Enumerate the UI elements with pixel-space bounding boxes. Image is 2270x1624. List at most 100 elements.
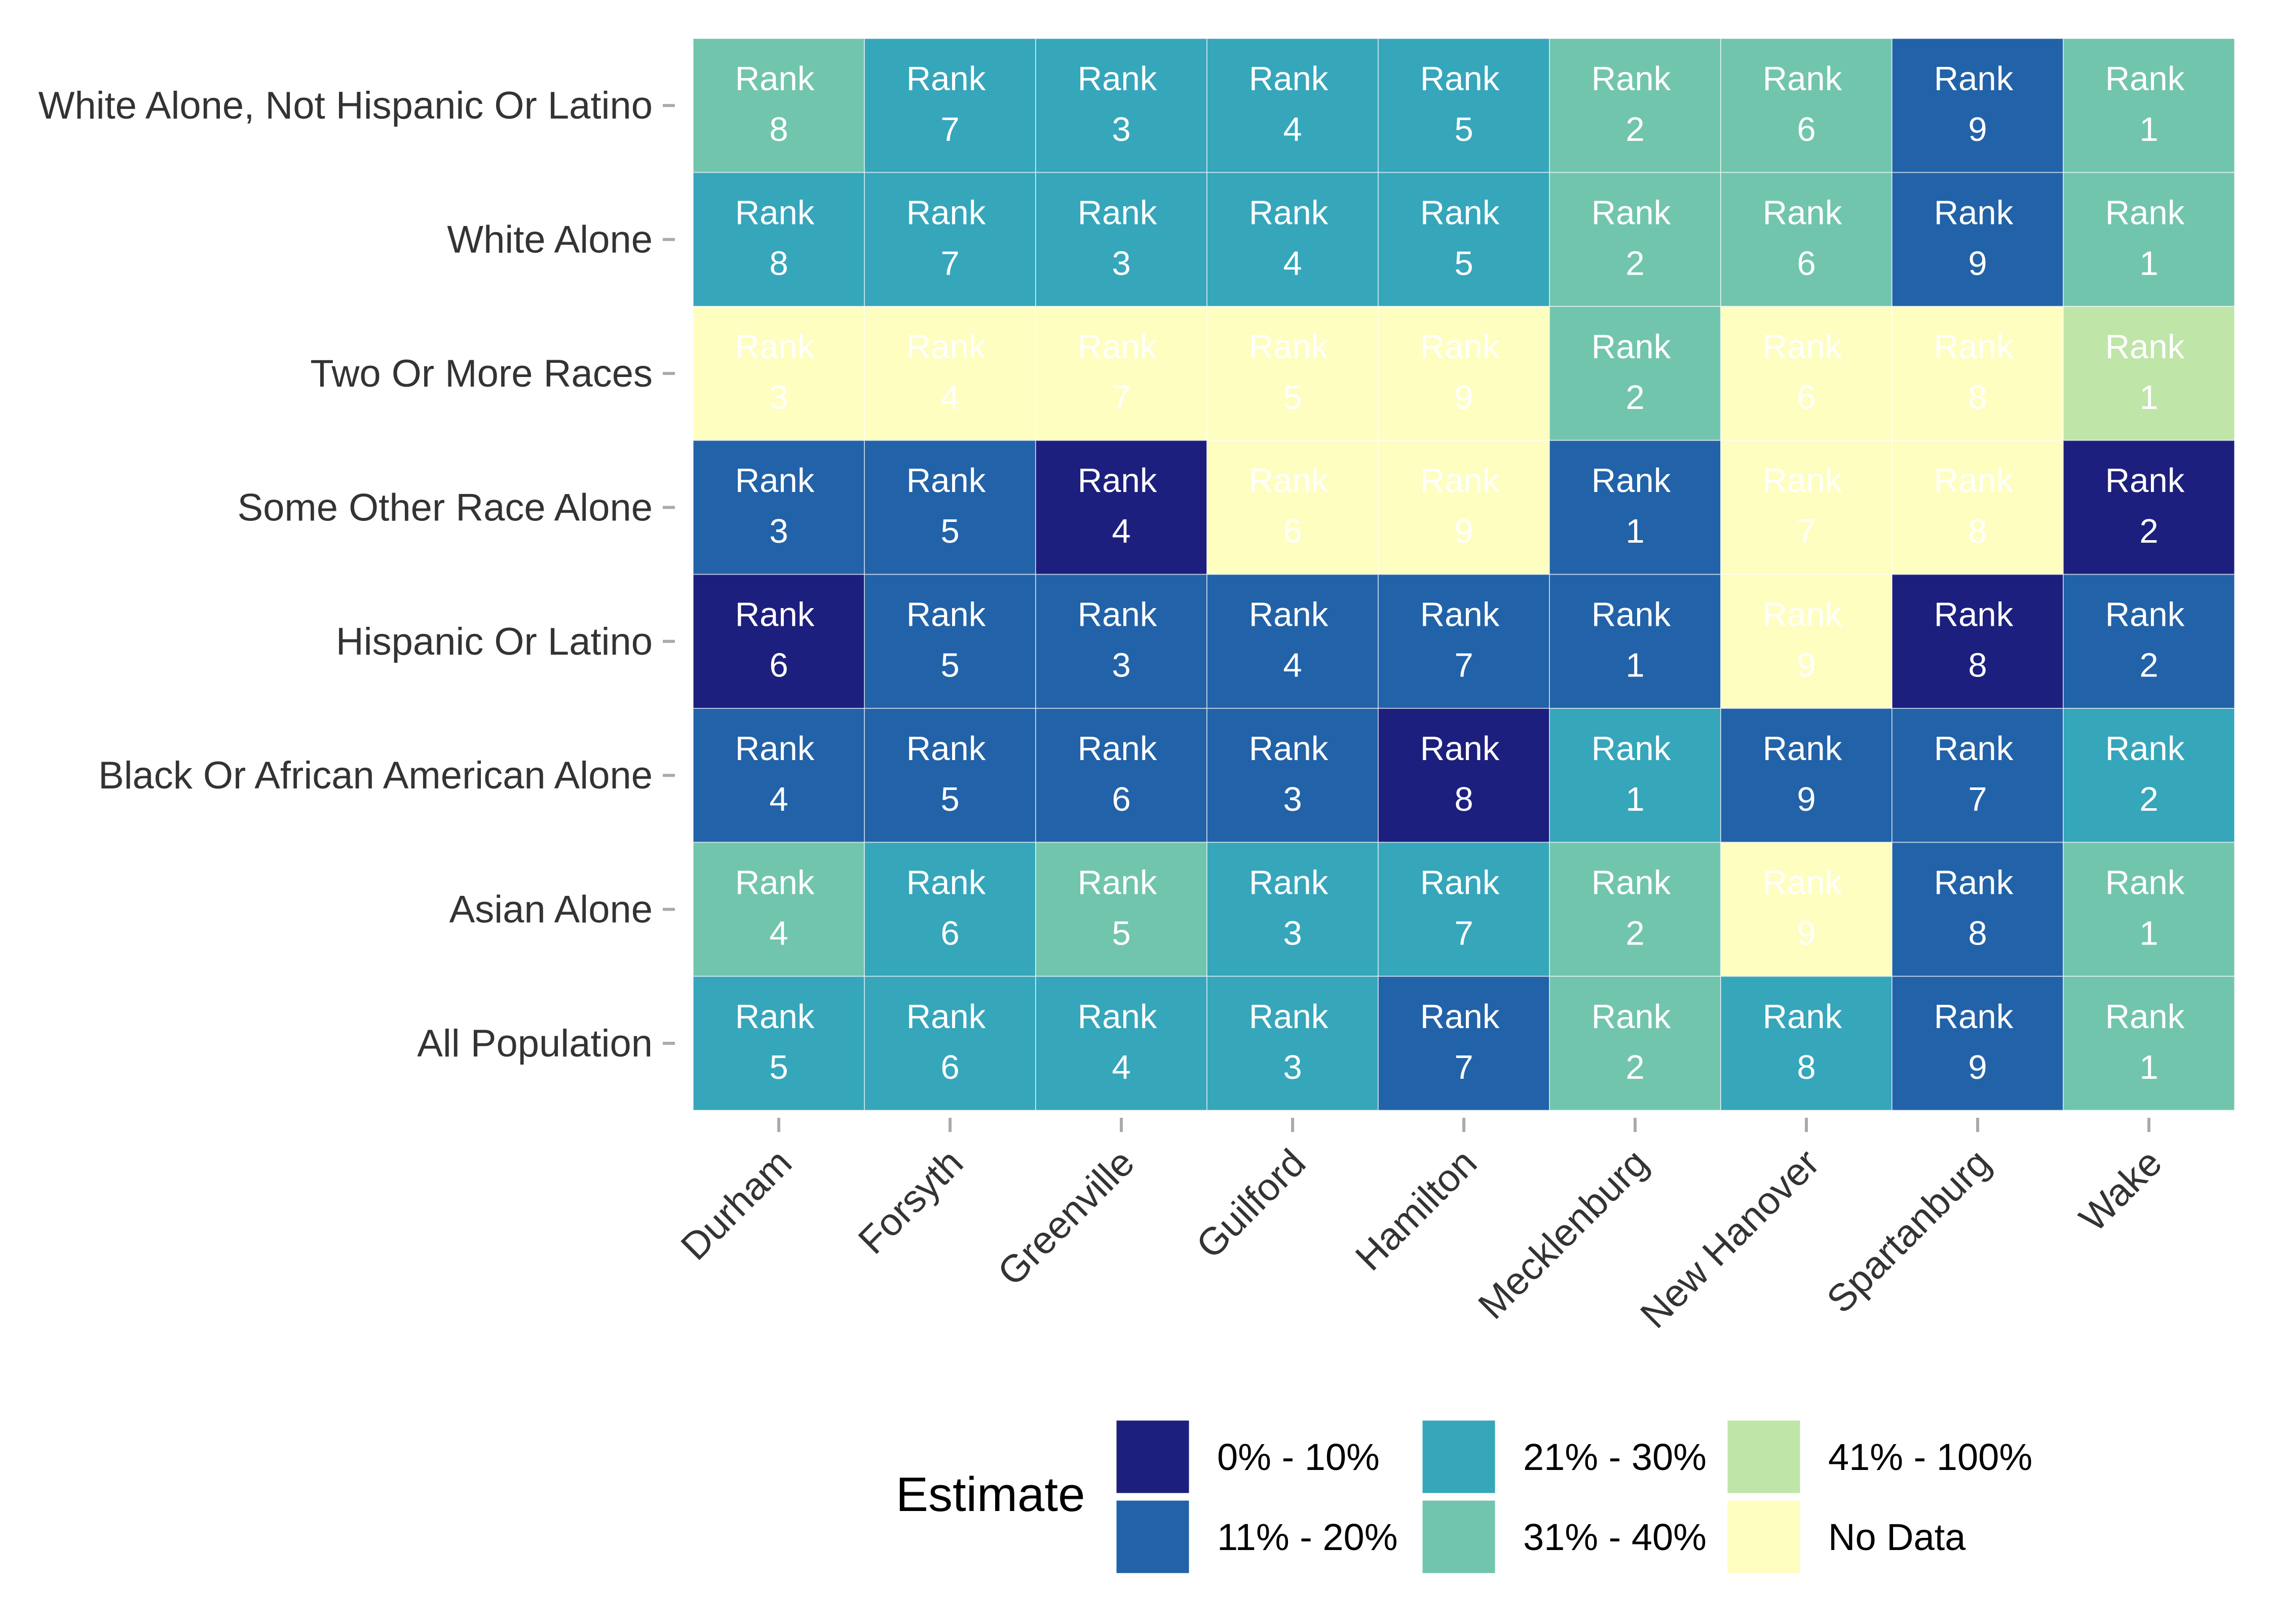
cell-label-prefix: Rank (1934, 863, 2014, 901)
heatmap-cell (693, 306, 865, 441)
cell-label-prefix: Rank (1934, 60, 2014, 98)
legend-title: Estimate (896, 1467, 1085, 1522)
cell-rank-value: 6 (1112, 780, 1130, 818)
y-tick-label: Hispanic Or Latino (336, 620, 653, 663)
cell-rank-value: 1 (2139, 379, 2158, 417)
cell-rank-value: 7 (1112, 379, 1130, 417)
cell-rank-value: 8 (1968, 379, 1987, 417)
cell-rank-value: 3 (1283, 780, 1302, 818)
heatmap-cell (1035, 842, 1207, 977)
cell-rank-value: 3 (1112, 110, 1130, 148)
legend-swatch (1726, 1419, 1802, 1495)
cell-label-prefix: Rank (1592, 60, 1671, 98)
x-tick-label: Mecklenburg (1470, 1141, 1656, 1328)
cell-label-prefix: Rank (2105, 462, 2185, 500)
heatmap-cell (1720, 440, 1893, 575)
cell-rank-value: 3 (1112, 647, 1130, 685)
cell-rank-value: 7 (1454, 647, 1473, 685)
cell-rank-value: 2 (1625, 914, 1644, 952)
legend-swatch (1421, 1499, 1497, 1575)
cell-rank-value: 4 (1283, 110, 1302, 148)
cell-rank-value: 6 (1797, 110, 1815, 148)
cell-label-prefix: Rank (1420, 462, 1500, 500)
cell-rank-value: 1 (1625, 647, 1644, 685)
heatmap-cell (1549, 172, 1721, 307)
y-tick-label: White Alone (447, 218, 653, 261)
cell-label-prefix: Rank (735, 60, 815, 98)
cell-rank-value: 5 (1454, 244, 1473, 282)
cell-rank-value: 7 (1454, 914, 1473, 952)
cell-label-prefix: Rank (1420, 194, 1500, 232)
cell-rank-value: 8 (1797, 1048, 1815, 1086)
cell-rank-value: 6 (769, 647, 788, 685)
cell-label-prefix: Rank (1249, 60, 1329, 98)
cell-label-prefix: Rank (1763, 863, 1842, 901)
heatmap-cell (864, 842, 1036, 977)
cell-rank-value: 8 (769, 110, 788, 148)
heatmap-cell (1206, 842, 1379, 977)
x-tick-label: Hamilton (1347, 1141, 1485, 1279)
cell-rank-value: 6 (940, 1048, 959, 1086)
cell-label-prefix: Rank (1420, 863, 1500, 901)
heatmap-cell (693, 440, 865, 575)
cell-rank-value: 4 (769, 780, 788, 818)
heatmap-cell (1206, 574, 1379, 709)
cell-label-prefix: Rank (1763, 462, 1842, 500)
legend-swatch (1726, 1499, 1802, 1575)
cell-rank-value: 4 (1112, 1048, 1130, 1086)
cell-label-prefix: Rank (1592, 998, 1671, 1036)
cell-label-prefix: Rank (1078, 863, 1157, 901)
cell-rank-value: 1 (1625, 780, 1644, 818)
heatmap-cell (864, 440, 1036, 575)
heatmap-cell (864, 172, 1036, 307)
heatmap-cell (1378, 842, 1550, 977)
cell-label-prefix: Rank (1420, 328, 1500, 366)
x-axis: Durham Forsyth Greenville Guilford HamiltonM… (673, 1118, 2170, 1337)
heatmap-cell (1720, 306, 1893, 441)
cell-rank-value: 9 (1797, 780, 1815, 818)
cell-label-prefix: Rank (2105, 998, 2185, 1036)
cell-label-prefix: Rank (1934, 998, 2014, 1036)
cell-label-prefix: Rank (1934, 596, 2014, 634)
cell-rank-value: 2 (2139, 512, 2158, 550)
heatmap-cell (1891, 172, 2064, 307)
cell-label-prefix: Rank (1420, 60, 1500, 98)
heatmap-cell (1891, 708, 2064, 843)
heatmap-cell (1891, 842, 2064, 977)
heatmap-cell (1206, 440, 1379, 575)
cell-label-prefix: Rank (1078, 194, 1157, 232)
cell-rank-value: 9 (1968, 1048, 1987, 1086)
legend-item-label: 41% - 100% (1828, 1436, 2032, 1478)
legend-swatch (1115, 1499, 1191, 1575)
cell-label-prefix: Rank (735, 596, 815, 634)
cell-rank-value: 7 (940, 244, 959, 282)
legend-item-label: 11% - 20% (1217, 1516, 1398, 1558)
heatmap-cell (1378, 38, 1550, 173)
cell-rank-value: 1 (2139, 914, 2158, 952)
cell-rank-value: 9 (1797, 647, 1815, 685)
heatmap-cell (1549, 842, 1721, 977)
heatmap-cell (1035, 38, 1207, 173)
cell-rank-value: 3 (1112, 244, 1130, 282)
cell-rank-value: 5 (1283, 379, 1302, 417)
y-tick-label: White Alone, Not Hispanic Or Latino (39, 84, 653, 127)
heatmap-cell (2063, 38, 2235, 173)
cell-label-prefix: Rank (906, 998, 986, 1036)
heatmap-cell (864, 306, 1036, 441)
heatmap-cell (2063, 172, 2235, 307)
cell-rank-value: 3 (1283, 914, 1302, 952)
cell-label-prefix: Rank (906, 730, 986, 768)
cell-rank-value: 4 (940, 379, 959, 417)
cell-label-prefix: Rank (2105, 328, 2185, 366)
cell-rank-value: 9 (1454, 512, 1473, 550)
cell-rank-value: 5 (940, 647, 959, 685)
cell-rank-value: 8 (1968, 512, 1987, 550)
heatmap-cell (1549, 306, 1721, 441)
cell-rank-value: 7 (1797, 512, 1815, 550)
cell-label-prefix: Rank (2105, 863, 2185, 901)
cell-rank-value: 7 (940, 110, 959, 148)
heatmap-cell (1035, 708, 1207, 843)
legend-item-label: No Data (1828, 1516, 1966, 1558)
cell-rank-value: 2 (1625, 110, 1644, 148)
